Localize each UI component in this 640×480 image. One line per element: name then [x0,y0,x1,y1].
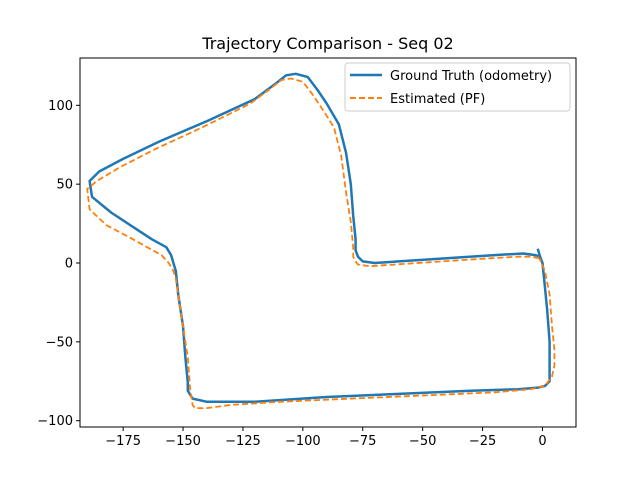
y-tick-label: −50 [46,335,73,350]
x-axis: −175 −150 −125 −100 −75 −50 −25 0 [105,427,547,449]
plot-area [86,72,556,409]
x-tick-label: −125 [225,434,261,449]
x-tick-label: −75 [349,434,376,449]
series-line-ground-truth [88,72,551,404]
y-tick-label: 100 [48,99,73,114]
legend-label-ground-truth: Ground Truth (odometry) [390,69,552,84]
x-tick-label: 0 [538,434,546,449]
legend-label-estimated: Estimated (PF) [390,92,485,107]
x-tick-label: −100 [285,434,321,449]
x-tick-label: −25 [469,434,496,449]
y-axis: −100 −50 0 50 100 [37,99,80,429]
y-tick-label: −100 [37,414,73,429]
legend: Ground Truth (odometry) Estimated (PF) [344,62,571,112]
legend-box [344,62,571,112]
y-tick-label: 50 [56,178,73,193]
chart-title: Trajectory Comparison - Seq 02 [201,34,453,53]
x-tick-label: −175 [105,434,141,449]
y-tick-label: 0 [65,257,73,272]
plot-frame [79,57,577,428]
series-line-estimated [86,77,556,409]
x-tick-label: −150 [165,434,201,449]
x-tick-label: −50 [409,434,436,449]
